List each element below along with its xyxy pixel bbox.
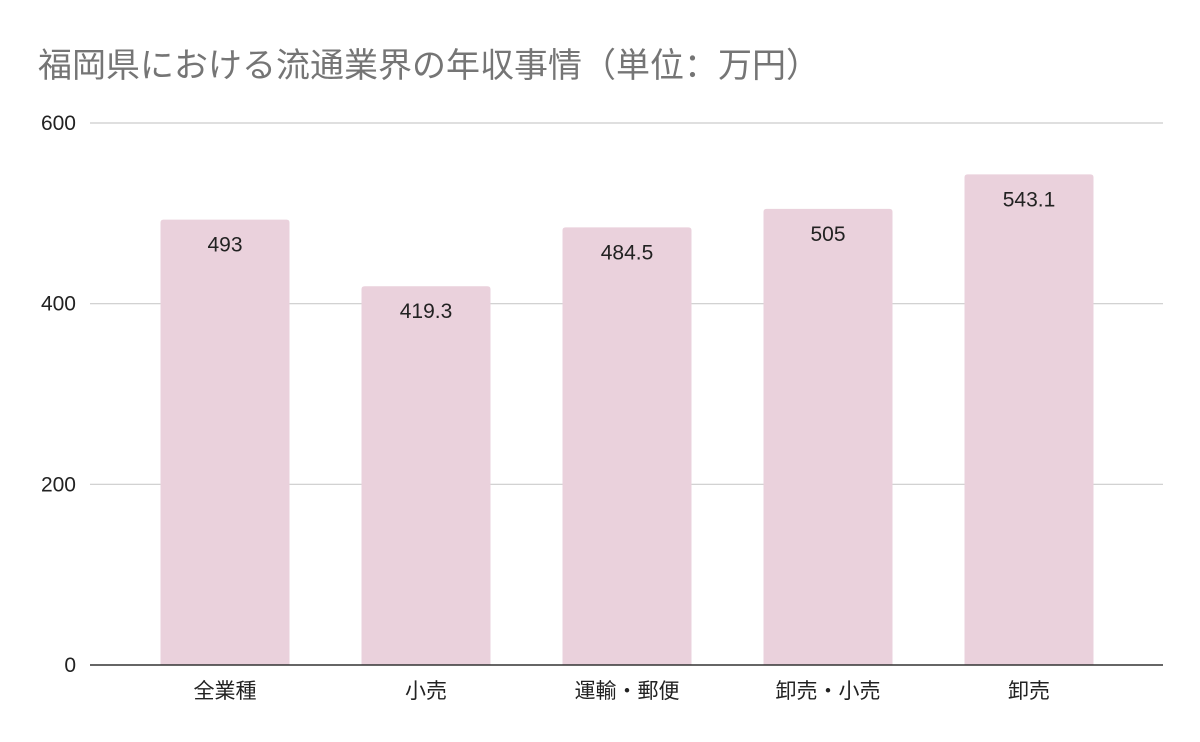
x-tick-label: 卸売 [1008, 679, 1050, 703]
data-label: 543.1 [1003, 188, 1056, 211]
y-axis-ticks: 0 200 400 600 [41, 112, 76, 677]
data-label: 419.3 [400, 300, 453, 323]
y-tick-label: 0 [64, 654, 76, 677]
x-tick-label: 卸売・小売 [776, 679, 881, 703]
bar [160, 219, 290, 665]
x-tick-label: 運輸・郵便 [575, 679, 680, 703]
x-tick-label: 小売 [405, 679, 447, 703]
y-tick-label: 600 [41, 112, 76, 135]
data-label: 505 [810, 223, 845, 246]
data-labels: 493 419.3 484.5 505 543.1 [207, 188, 1055, 323]
chart-title: 福岡県における流通業界の年収事情（単位：万円） [38, 46, 820, 86]
x-axis-ticks: 全業種 小売 運輸・郵便 卸売・小売 卸売 [194, 679, 1051, 703]
bar [763, 208, 893, 666]
bar [562, 227, 692, 665]
bars [160, 174, 1094, 666]
y-tick-label: 400 [41, 293, 76, 316]
data-label: 493 [207, 234, 242, 257]
bar [361, 286, 491, 665]
x-tick-label: 全業種 [194, 679, 257, 703]
data-label: 484.5 [601, 241, 654, 264]
y-tick-label: 200 [41, 473, 76, 496]
bar [964, 174, 1094, 666]
